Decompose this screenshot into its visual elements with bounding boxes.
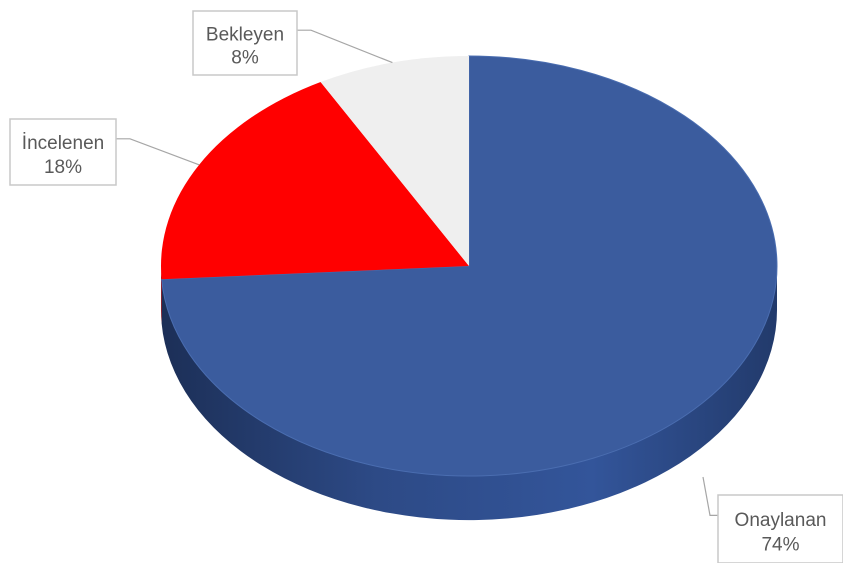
slice-1 [160,82,469,280]
slice-value-label: 8% [231,47,259,68]
slice-label: Onaylanan [735,510,827,531]
data-label-0: Onaylanan 74% [717,494,843,563]
data-label-box [9,118,117,186]
leader-line-2 [297,29,393,64]
leader-line-1 [116,138,200,166]
slice-label: İncelenen [22,133,104,154]
slice-value-label: 74% [761,534,799,555]
slice-label: Bekleyen [206,24,284,45]
data-label-1: İncelenen 18% [9,118,117,186]
data-label-box [192,10,298,76]
slice-value-label: 18% [44,157,82,178]
slice-side-0 [161,266,778,521]
slice-0 [161,55,778,477]
leader-line-0 [702,476,718,516]
slice-2 [320,56,469,266]
pie-slices [160,55,778,477]
data-label-box [717,494,843,563]
